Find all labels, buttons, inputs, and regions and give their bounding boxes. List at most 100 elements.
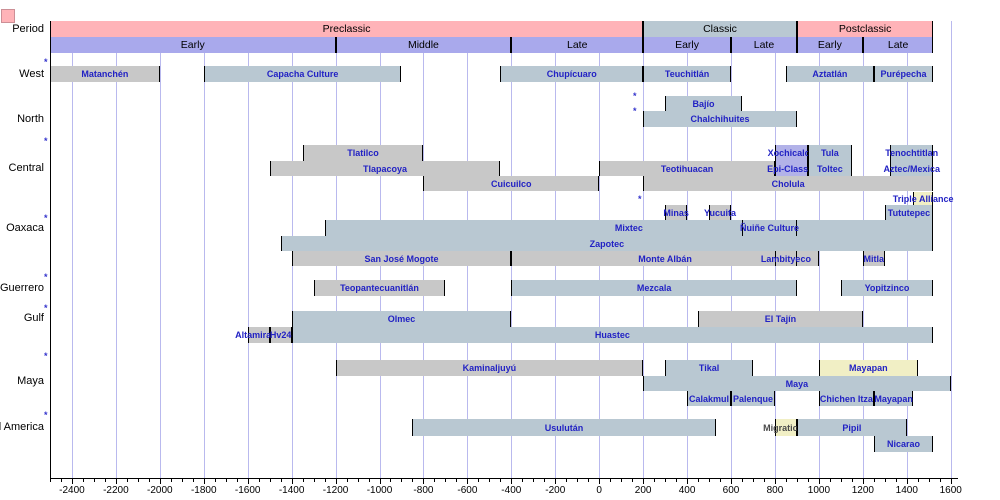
- timeline-bar: Monte Albán: [511, 251, 819, 266]
- minor-tick: [126, 479, 128, 482]
- tick-label-800: 800: [766, 485, 784, 496]
- timeline-bar: Early: [49, 37, 336, 53]
- bar-label: Chalchihuites: [690, 113, 750, 124]
- timeline-bar: Nicarao: [873, 436, 934, 452]
- timeline-bar: Maya: [643, 376, 951, 391]
- tick-label-200: 200: [634, 485, 652, 496]
- minor-tick: [313, 479, 315, 482]
- minor-tick: [544, 479, 546, 482]
- timeline-bar: Bajío: [665, 96, 742, 111]
- timeline-bar: Mayapan: [818, 360, 918, 376]
- minor-tick: [720, 479, 722, 482]
- minor-tick: [654, 479, 656, 482]
- timeline-bar: Tenochtitlan: [885, 145, 938, 161]
- minor-tick: [676, 479, 678, 482]
- minor-tick: [214, 479, 216, 482]
- timeline-bar: Yopitzinco: [840, 280, 934, 296]
- bar-label: Olmec: [387, 313, 416, 324]
- tick-label-1000: 1000: [807, 485, 831, 496]
- bar-label: Aztatlán: [812, 68, 848, 79]
- minor-tick: [709, 479, 711, 482]
- asterisk-marker: *: [44, 410, 48, 420]
- bar-label: Nicarao: [886, 438, 920, 449]
- minor-tick: [170, 479, 172, 482]
- bar-label: Usulután: [544, 422, 584, 433]
- bar-label: Cuicuilco: [491, 178, 532, 189]
- bar-label: Tlatilco: [347, 147, 379, 158]
- bar-label: Aztec/Mexica: [883, 163, 940, 174]
- minor-tick: [621, 479, 623, 482]
- asterisk-marker: *: [633, 91, 637, 101]
- asterisk-marker: *: [44, 213, 48, 223]
- asterisk-marker: *: [44, 272, 48, 282]
- bar-label: Early: [180, 38, 205, 51]
- timeline-bar: Teotihuacan: [599, 161, 775, 176]
- gridline--2200: [115, 21, 117, 478]
- minor-tick: [478, 479, 480, 482]
- major-tick: [159, 479, 161, 484]
- bar-label: Middle: [407, 38, 439, 51]
- bar-label: Teotihuacan: [660, 163, 714, 174]
- asterisk-marker: *: [44, 351, 48, 361]
- tick-label--200: -200: [545, 485, 566, 496]
- timeline-bar: Mezcala: [511, 280, 797, 296]
- minor-tick: [82, 479, 84, 482]
- bar-label: Tututepec: [887, 207, 931, 218]
- major-tick: [599, 479, 601, 484]
- bar-label: Capacha Culture: [266, 68, 339, 79]
- timeline-bar: Palenque: [731, 391, 775, 406]
- minor-tick: [928, 479, 930, 482]
- bar-label: Migrations: [763, 422, 809, 433]
- minor-tick: [917, 479, 919, 482]
- timeline-bar: Teuchitlán: [643, 66, 731, 82]
- bar-label: Chupícuaro: [546, 68, 597, 79]
- row-label-maya: Maya: [17, 375, 44, 387]
- minor-tick: [445, 479, 447, 482]
- row-label-west: West: [19, 68, 44, 80]
- timeline-bar: Capacha Culture: [203, 66, 402, 82]
- y-axis: [50, 21, 51, 478]
- minor-tick: [829, 479, 831, 482]
- timeline-bar: Tikal: [665, 360, 753, 376]
- bar-label: Mezcala: [636, 282, 672, 293]
- major-tick: [643, 479, 645, 484]
- tick-label--1600: -1600: [234, 485, 261, 496]
- tick-label-1400: 1400: [895, 485, 918, 496]
- bar-label: Yopitzinco: [864, 282, 910, 293]
- bar-label: Matanchén: [81, 68, 129, 79]
- minor-tick: [456, 479, 458, 482]
- minor-tick: [258, 479, 260, 482]
- bar-label: Minas: [663, 207, 689, 218]
- minor-tick: [742, 479, 743, 482]
- bar-label: Tenochtitlan: [885, 147, 939, 158]
- minor-tick: [269, 479, 271, 482]
- tick-label--2400: -2400: [59, 485, 85, 496]
- bar-label: Purépecha: [880, 68, 927, 79]
- minor-tick: [785, 479, 787, 482]
- bar-label: Palenque: [732, 393, 773, 404]
- minor-tick: [434, 479, 436, 482]
- timeline-bar: Usulután: [412, 419, 716, 436]
- row-label-north: North: [17, 113, 44, 125]
- timeline-bar: Early: [796, 37, 863, 53]
- timeline-bar: Aztec/Mexica: [883, 161, 940, 176]
- tick-label--1800: -1800: [190, 485, 217, 496]
- tick-label--1200: -1200: [322, 485, 349, 496]
- minor-tick: [302, 479, 304, 482]
- row-label-central: Central: [8, 162, 44, 174]
- minor-tick: [104, 479, 106, 482]
- tick-label-1200: 1200: [851, 485, 874, 496]
- minor-tick: [577, 479, 579, 482]
- minor-tick: [632, 479, 634, 482]
- timeline-bar: Kaminaljuyú: [335, 360, 644, 376]
- bar-label: Chichen Itza: [819, 393, 873, 404]
- timeline-bar: Hv24: [269, 327, 292, 343]
- bar-label: Ñuiñe Culture: [739, 222, 799, 233]
- bar-label: Teopantecuanitlán: [340, 282, 419, 293]
- major-tick: [379, 479, 381, 484]
- gridline--1800: [203, 21, 205, 478]
- timeline-bar: Purépecha: [873, 66, 934, 82]
- major-tick: [511, 479, 513, 484]
- timeline-bar: San José Mogote: [291, 251, 512, 266]
- minor-tick: [610, 479, 612, 482]
